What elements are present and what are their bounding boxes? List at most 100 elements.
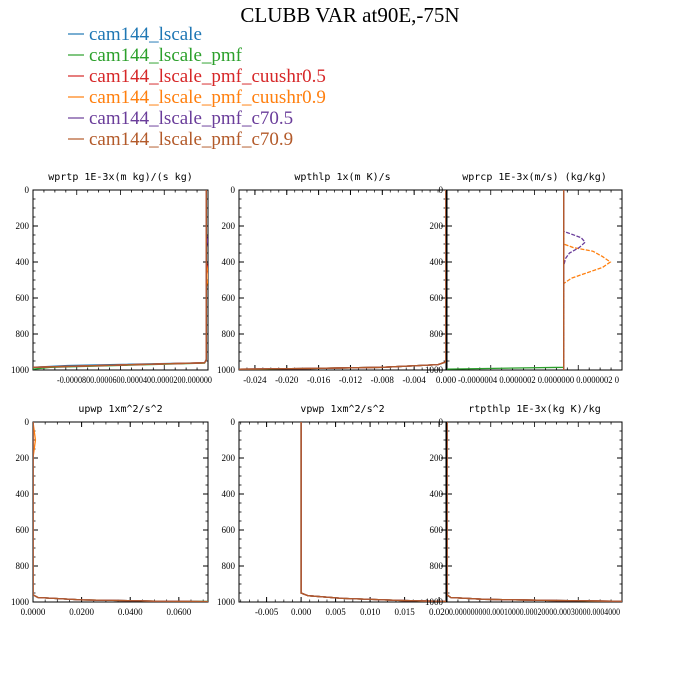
plot-frame <box>32 421 209 603</box>
y-tick-label: 400 <box>430 489 444 499</box>
series-line <box>300 422 446 602</box>
x-tick-label: -0.012 <box>339 375 362 385</box>
y-tick-label: 0 <box>439 185 444 195</box>
series-line <box>563 190 612 370</box>
series-line <box>33 190 208 368</box>
y-tick-label: 800 <box>16 329 30 339</box>
series-line <box>33 422 208 602</box>
y-tick-label: 400 <box>222 257 236 267</box>
x-tick-label: 0.015 <box>394 607 415 617</box>
x-tick-label: 0.020 <box>429 607 450 617</box>
chart-panel: rtpthlp 1E-3x(kg K)/kg020040060080010000… <box>425 404 623 617</box>
y-tick-label: 1000 <box>11 365 30 375</box>
x-tick-label: -0.0000800.0000600.0000400.0000200.00000… <box>57 375 212 385</box>
panels: wprtp 1E-3x(m kg)/(s kg) 0 200 400 600 800 100… <box>11 172 623 617</box>
panel-title: vpwp 1xm^2/s^2 <box>300 404 384 415</box>
x-tick-label: 0.0000 <box>21 607 46 617</box>
series-line <box>239 190 446 370</box>
y-tick-label: 0 <box>439 417 444 427</box>
y-tick-label: 600 <box>16 525 30 535</box>
y-tick-label: 0 <box>231 185 236 195</box>
series-line <box>33 190 208 368</box>
x-tick-label: -0.024 <box>243 375 267 385</box>
series-line <box>447 422 622 602</box>
chart-panel: wpthlp 1x(m K)/s02004006008001000-0.024-… <box>217 172 457 385</box>
series-line <box>33 190 207 370</box>
chart-panel: vpwp 1xm^2/s^2 0 200 400 600 800 1000 -0.005 0.0… <box>217 404 450 617</box>
series-line <box>447 422 622 602</box>
y-tick-label: 1000 <box>425 597 444 607</box>
y-tick-label: 600 <box>430 293 444 303</box>
legend-entry: cam144_lscale_pmf_cuushr0.9 <box>68 87 326 108</box>
legend-entry: cam144_lscale <box>68 24 202 45</box>
series-line <box>563 190 586 370</box>
legend-label: cam144_lscale <box>89 24 202 45</box>
series-line <box>239 190 446 370</box>
y-tick-label: 400 <box>16 489 30 499</box>
legend-label: cam144_lscale_pmf_c70.5 <box>89 108 293 129</box>
y-tick-label: 1000 <box>217 365 236 375</box>
series-line <box>447 422 622 602</box>
series-line <box>447 422 622 602</box>
y-tick-label: 800 <box>222 561 236 571</box>
panel-title: upwp 1xm^2/s^2 <box>78 404 162 415</box>
series-line <box>300 422 446 602</box>
x-tick-label: 0.0400 <box>118 607 143 617</box>
series-line <box>33 422 208 602</box>
legend-label: cam144_lscale_pmf <box>89 45 243 66</box>
plot-frame <box>446 421 623 603</box>
series-line <box>300 422 446 602</box>
legend-entry: cam144_lscale_pmf <box>68 45 243 66</box>
y-tick-label: 600 <box>430 525 444 535</box>
plot-frame <box>238 421 447 603</box>
y-tick-label: 1000 <box>11 597 30 607</box>
plot-frame <box>238 189 447 371</box>
x-tick-label: -0.004 <box>403 375 427 385</box>
legend-label: cam144_lscale_pmf_cuushr0.9 <box>89 87 326 108</box>
y-tick-label: 200 <box>430 453 444 463</box>
series-line <box>239 190 446 370</box>
y-tick-label: 400 <box>222 489 236 499</box>
x-tick-label: -0.016 <box>307 375 331 385</box>
x-tick-label: 0.005 <box>325 607 346 617</box>
y-tick-label: 800 <box>16 561 30 571</box>
chart-panel: wprcp 1E-3x(m/s) (kg/kg) 0 200 400 600 800 100… <box>425 172 623 385</box>
y-tick-label: 200 <box>16 221 30 231</box>
panel-title: wpthlp 1x(m K)/s <box>294 172 390 183</box>
panel-title: rtpthlp 1E-3x(kg K)/kg <box>468 404 600 415</box>
y-tick-label: 800 <box>222 329 236 339</box>
series-line <box>447 422 622 602</box>
x-tick-label: 0.0600 <box>166 607 191 617</box>
chart-panel: upwp 1xm^2/s^2 0 200 400 600 800 10000.0000 0.0… <box>11 404 209 617</box>
y-tick-label: 800 <box>430 329 444 339</box>
x-tick-label: -0.0000004 0.0000002 0.0000000 0.0000002… <box>458 375 619 385</box>
x-tick-label: 0.000 <box>436 375 457 385</box>
plot-frame <box>32 189 209 371</box>
series-line <box>33 422 208 602</box>
x-tick-label: -0.005 <box>255 607 279 617</box>
y-tick-label: 400 <box>16 257 30 267</box>
x-tick-label: -0.008 <box>371 375 395 385</box>
legend-entry: cam144_lscale_pmf_c70.9 <box>68 129 293 150</box>
x-tick-label: 0.000000000.00010000.00020000.00030000.0… <box>449 607 620 617</box>
series-line <box>239 190 446 370</box>
series-line <box>33 190 208 368</box>
legend-entry: cam144_lscale_pmf_cuushr0.5 <box>68 66 326 87</box>
series-line <box>33 422 208 602</box>
legend-entry: cam144_lscale_pmf_c70.5 <box>68 108 293 129</box>
y-tick-label: 600 <box>222 525 236 535</box>
series-line <box>239 190 446 370</box>
x-tick-label: 0.010 <box>360 607 381 617</box>
x-tick-label: 0.0200 <box>69 607 94 617</box>
chart-panel: wprtp 1E-3x(m kg)/(s kg) 0 200 400 600 800 100… <box>11 172 212 385</box>
y-tick-label: 200 <box>16 453 30 463</box>
legend-label: cam144_lscale_pmf_c70.9 <box>89 129 293 150</box>
y-tick-label: 200 <box>430 221 444 231</box>
x-tick-label: -0.020 <box>275 375 299 385</box>
series-line <box>33 190 207 368</box>
y-tick-label: 800 <box>430 561 444 571</box>
y-tick-label: 600 <box>16 293 30 303</box>
series-line <box>33 422 208 602</box>
panel-title: wprtp 1E-3x(m kg)/(s kg) <box>48 172 193 183</box>
